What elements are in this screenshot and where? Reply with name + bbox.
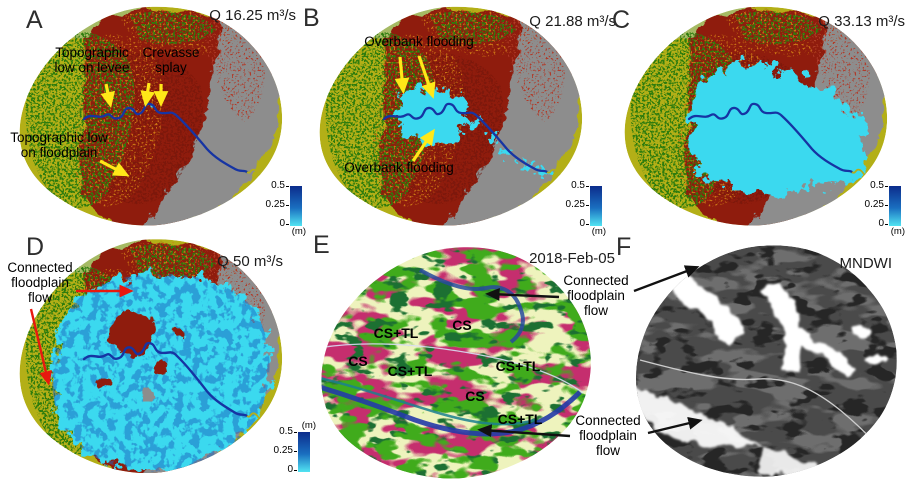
panel-a-title: Q 16.25 m³/s: [209, 7, 296, 24]
annotation-topographic-low-floodplain: Topographic low on floodplain: [10, 130, 108, 160]
false-color-satellite-map: [321, 247, 591, 479]
green-riparian-band: [321, 352, 591, 479]
annotation-crevasse-splay: Crevasse splay: [142, 45, 200, 75]
colorbar-gradient: [889, 186, 901, 226]
cs-tl-label-4: CS+TL: [387, 363, 433, 379]
main-channel: [321, 379, 582, 437]
side-channel: [321, 372, 536, 426]
flood-depth-map-c: [605, 0, 905, 232]
colorbar-b: 0.5 0.25 0 (m): [565, 180, 606, 238]
colorbar-c: 0.5 0.25 0 (m): [864, 180, 905, 238]
dry-remnant-patches: [97, 310, 184, 387]
gray-remnant-patch: [139, 389, 153, 400]
flood-depth-map-d: [0, 232, 300, 480]
cs-label-3: CS: [348, 353, 368, 369]
panel-b: [300, 0, 605, 232]
colorbar-gradient: [298, 432, 310, 472]
panel-b-label: B: [303, 4, 320, 32]
levee-line: [321, 343, 584, 394]
panel-b-title: Q 21.88 m³/s: [529, 13, 616, 30]
annotation-overbank-flooding-bottom: Overbank flooding: [344, 160, 454, 175]
cs-tl-label-7: CS+TL: [497, 411, 543, 427]
panel-e-label: E: [313, 231, 330, 259]
cs-tl-label-1: CS+TL: [373, 325, 419, 341]
panel-a-label: A: [26, 6, 43, 34]
cs-label-2: CS: [452, 317, 472, 333]
panel-d-label: D: [26, 233, 45, 261]
flood-depth-map-a: [0, 0, 300, 232]
panel-c-title: Q 33.13 m³/s: [818, 13, 905, 30]
panel-c-label: C: [612, 6, 631, 34]
panel-e: [300, 232, 610, 480]
colorbar-gradient: [590, 186, 602, 226]
cs-tl-label-5: CS+TL: [495, 358, 541, 374]
upper-channel: [419, 268, 525, 344]
panel-f-label: F: [616, 233, 632, 261]
colorbar-a: 0.5 0.25 0 (m): [265, 180, 306, 238]
colorbar-d: 0.5 0.25 0 (m): [273, 420, 316, 475]
river-line-gray: [639, 359, 879, 447]
cs-label-6: CS: [465, 388, 485, 404]
flood-pixels-b: [398, 87, 549, 176]
panel-d-title: Q 50 m³/s: [217, 253, 283, 270]
panel-d: [0, 232, 300, 480]
panel-c: [605, 0, 908, 232]
annotation-overbank-flooding-top: Overbank flooding: [364, 34, 474, 49]
annotation-connected-floodplain-flow-d: Connected floodplain flow: [7, 260, 73, 305]
annotation-connected-floodplain-flow-bottom: Connected floodplain flow: [575, 413, 641, 458]
panel-e-title: 2018-Feb-05: [529, 250, 615, 267]
panel-a: [0, 0, 300, 232]
colorbar-gradient: [290, 186, 302, 226]
annotation-topographic-low-levee: Topographic low on levee: [54, 45, 130, 75]
annotation-connected-floodplain-flow-top: Connected floodplain flow: [563, 273, 629, 318]
flood-depth-map-b: [300, 0, 600, 232]
panel-f-title: MNDWI: [839, 255, 893, 272]
